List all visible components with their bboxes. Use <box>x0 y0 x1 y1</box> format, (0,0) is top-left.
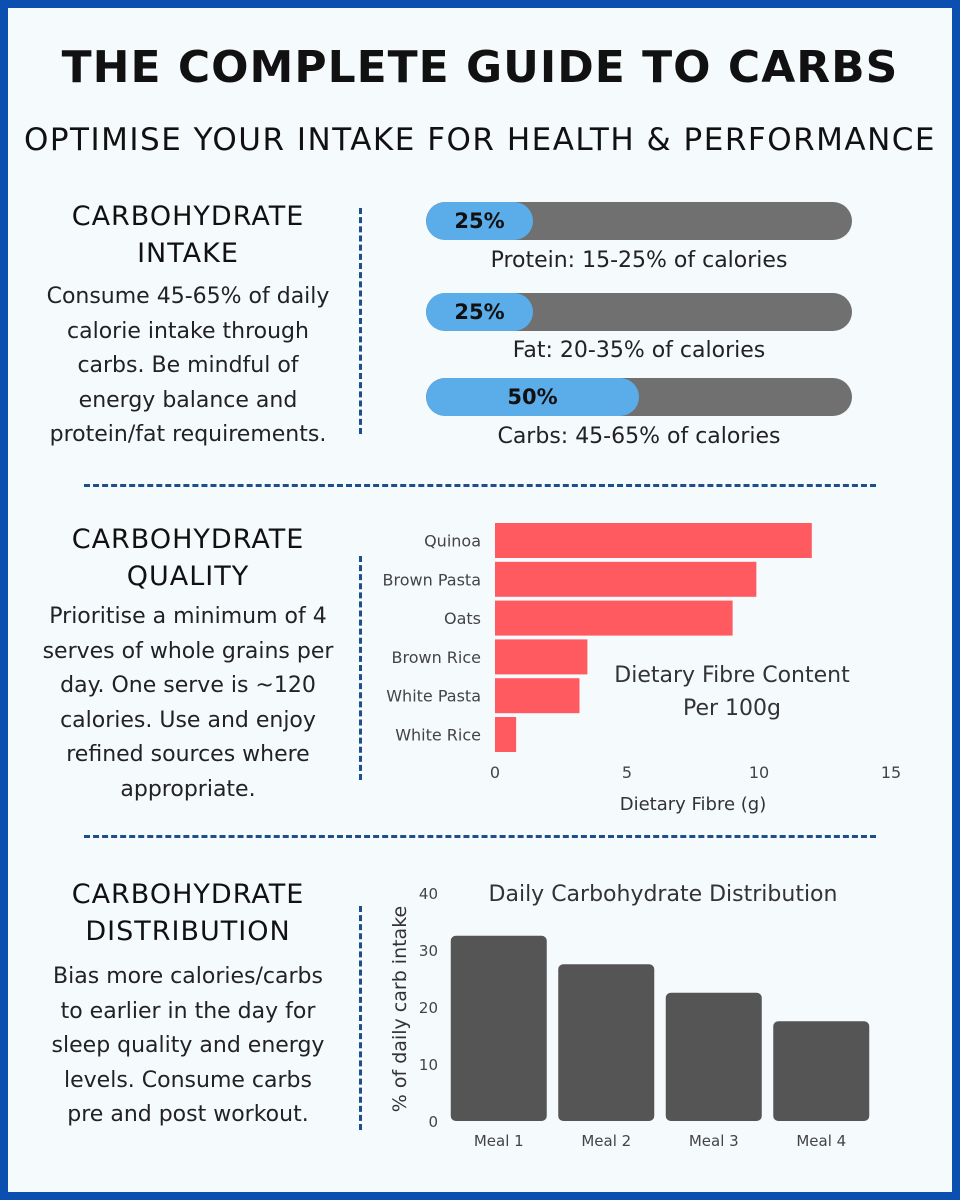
fibre-x-tick-label: 15 <box>881 763 901 782</box>
fibre-category-label: White Rice <box>395 726 481 745</box>
fibre-chart-title: Per 100g <box>683 696 781 721</box>
fibre-category-label: Quinoa <box>424 532 481 551</box>
macro-bar-carbs: 50% <box>426 378 852 416</box>
fibre-x-tick-label: 10 <box>749 763 769 782</box>
macro-caption-carbs: Carbs: 45-65% of calories <box>497 424 781 449</box>
quality-body-line: serves of whole grains per <box>42 638 334 664</box>
intake-heading: CARBOHYDRATE INTAKE <box>30 198 346 272</box>
distribution-body: Bias more calories/carbs to earlier in t… <box>30 960 346 1133</box>
distribution-chart: Meal 1 Meal 2 Meal 3 Meal 4 0 10 20 30 40 % of da… <box>389 882 870 1150</box>
distribution-heading: CARBOHYDRATE DISTRIBUTION <box>30 876 346 950</box>
distribution-heading-line2: DISTRIBUTION <box>85 916 291 947</box>
macro-fill-protein <box>426 202 533 240</box>
distribution-vertical-divider <box>359 906 362 1130</box>
intake-heading-line2: INTAKE <box>137 238 239 269</box>
intake-body-line: energy balance and <box>78 387 298 413</box>
distribution-category-label: Meal 4 <box>796 1132 846 1150</box>
intake-body-line: carbs. Be mindful of <box>77 353 299 378</box>
fibre-x-tick-label: 5 <box>622 763 632 782</box>
quality-heading-line2: QUALITY <box>126 561 250 592</box>
distribution-y-tick-label: 40 <box>419 885 438 903</box>
quality-body-line: day. One serve is ~120 <box>60 673 316 698</box>
distribution-y-tick-label: 30 <box>419 942 438 960</box>
distribution-bar <box>450 935 547 1121</box>
distribution-category-label: Meal 2 <box>581 1132 631 1150</box>
macro-caption-fat: Fat: 20-35% of calories <box>512 338 766 363</box>
fibre-bar <box>495 561 757 597</box>
intake-body-line: protein/fat requirements. <box>49 422 327 447</box>
distribution-body-line: Bias more calories/carbs <box>53 964 323 989</box>
fibre-category-label: Brown Pasta <box>383 570 481 589</box>
section-divider-2 <box>84 835 876 838</box>
intake-body: Consume 45-65% of daily calorie intake t… <box>30 280 346 453</box>
quality-body-line: Prioritise a minimum of 4 <box>49 604 327 629</box>
quality-heading: CARBOHYDRATE QUALITY <box>30 521 346 595</box>
fibre-category-label: Oats <box>444 609 481 628</box>
intake-heading-line1: CARBOHYDRATE <box>71 201 305 232</box>
macro-value-label-carbs: 50% <box>507 385 558 409</box>
fibre-bar <box>495 523 812 558</box>
macro-bar-fat: 25% <box>426 293 852 331</box>
macro-fill-carbs <box>426 378 639 416</box>
macro-value-label-protein: 25% <box>454 209 505 233</box>
fibre-chart: Quinoa Brown Pasta Oats Brown Rice White Pas… <box>383 523 901 815</box>
fibre-x-tick-label: 0 <box>490 763 500 782</box>
quality-body: Prioritise a minimum of 4 serves of whol… <box>30 600 346 807</box>
distribution-body-line: to earlier in the day for <box>60 998 316 1024</box>
page-title: THE COMPLETE GUIDE TO CARBS <box>61 42 899 93</box>
quality-body-line: refined sources where <box>66 742 310 767</box>
fibre-chart-title: Dietary Fibre Content <box>614 663 850 688</box>
distribution-category-label: Meal 1 <box>474 1132 524 1150</box>
quality-body-line: calories. Use and enjoy <box>60 707 316 733</box>
fibre-bar <box>495 600 733 636</box>
quality-body-line: appropriate. <box>120 776 256 802</box>
distribution-y-tick-label: 0 <box>428 1113 438 1131</box>
macro-value-label-fat: 25% <box>454 300 505 324</box>
distribution-heading-line1: CARBOHYDRATE <box>71 879 305 910</box>
intake-body-line: Consume 45-65% of daily <box>46 284 330 309</box>
fibre-bar <box>495 639 588 675</box>
fibre-category-label: Brown Rice <box>391 648 481 667</box>
fibre-bar <box>495 678 580 714</box>
intake-vertical-divider <box>359 208 362 434</box>
distribution-body-line: pre and post workout. <box>67 1102 309 1127</box>
fibre-category-label: White Pasta <box>386 687 481 706</box>
intake-body-line: calorie intake through <box>67 318 309 344</box>
distribution-bar <box>773 1021 870 1121</box>
macro-bar-protein: 25% <box>426 202 852 240</box>
page-subtitle: OPTIMISE YOUR INTAKE FOR HEALTH & PERFOR… <box>23 122 937 158</box>
macro-fill-fat <box>426 293 533 331</box>
distribution-body-line: levels. Consume carbs <box>64 1067 312 1093</box>
distribution-y-axis-title: % of daily carb intake <box>389 906 411 1112</box>
distribution-y-tick-label: 10 <box>419 1056 438 1074</box>
quality-vertical-divider <box>359 556 362 780</box>
distribution-bar <box>665 992 762 1121</box>
distribution-chart-title: Daily Carbohydrate Distribution <box>489 882 838 907</box>
macro-caption-protein: Protein: 15-25% of calories <box>490 248 788 273</box>
distribution-bar <box>558 964 655 1121</box>
distribution-body-line: sleep quality and energy <box>51 1033 325 1058</box>
fibre-x-axis-title: Dietary Fibre (g) <box>620 794 767 815</box>
quality-heading-line1: CARBOHYDRATE <box>71 524 305 555</box>
distribution-y-tick-label: 20 <box>419 999 438 1017</box>
distribution-category-label: Meal 3 <box>689 1132 739 1150</box>
fibre-bar <box>495 717 517 752</box>
section-divider-1 <box>84 484 876 487</box>
